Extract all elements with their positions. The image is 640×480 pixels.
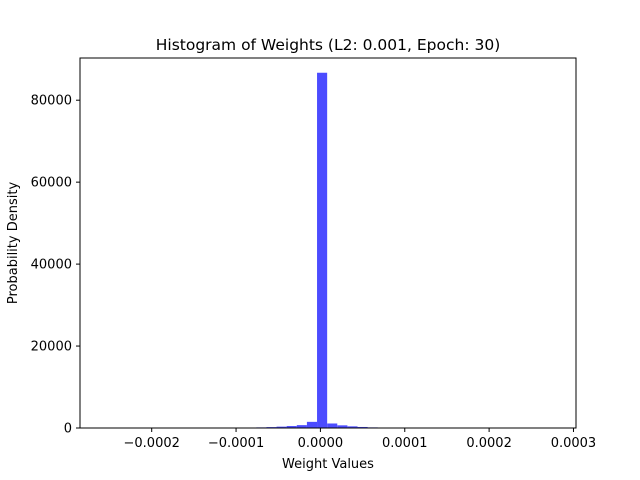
histogram-bar-6: [286, 426, 297, 428]
x-tick-label: −0.0001: [208, 436, 264, 451]
histogram-bar-9: [317, 72, 328, 429]
x-tick-label: 0.0003: [551, 436, 597, 451]
bars-group: [225, 72, 399, 429]
y-axis-ticks: 0 20000 40000 60000 80000: [31, 94, 80, 437]
x-axis-ticks: −0.0002 −0.0001 0.0000 0.0001 0.0002 0.0003: [124, 428, 597, 451]
chart-title: Histogram of Weights (L2: 0.001, Epoch: …: [156, 36, 501, 54]
x-tick-label: 0.0001: [382, 436, 428, 451]
y-axis-label: Probability Density: [6, 182, 21, 305]
x-axis-label: Weight Values: [282, 457, 374, 472]
y-tick-label: 40000: [31, 258, 72, 273]
plot-frame: [79, 57, 577, 429]
y-tick-label: 0: [64, 422, 72, 437]
y-tick-label: 20000: [31, 340, 72, 355]
histogram-bar-12: [347, 426, 358, 428]
y-tick-label: 60000: [31, 176, 72, 191]
x-tick-label: −0.0002: [124, 436, 180, 451]
histogram-bar-11: [337, 425, 348, 428]
histogram-bar-5: [276, 426, 287, 428]
x-tick-label: 0.0000: [298, 436, 344, 451]
x-tick-label: 0.0002: [466, 436, 512, 451]
histogram-bar-13: [357, 426, 368, 428]
histogram-bar-7: [296, 425, 307, 428]
histogram-bar-10: [327, 423, 338, 428]
histogram-bar-8: [306, 421, 318, 428]
y-tick-label: 80000: [31, 94, 72, 109]
